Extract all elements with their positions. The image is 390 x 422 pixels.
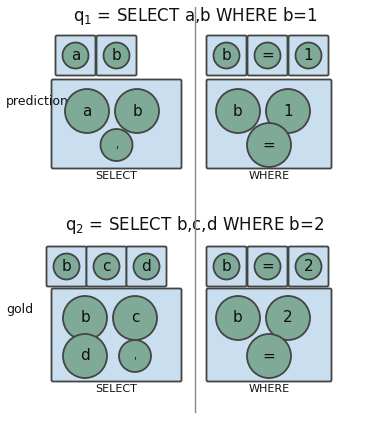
Circle shape [119,340,151,372]
Text: d: d [142,259,151,274]
Text: prediction: prediction [6,95,69,108]
Circle shape [213,254,239,279]
Circle shape [255,254,280,279]
Text: b: b [80,311,90,325]
FancyBboxPatch shape [126,246,167,287]
Circle shape [101,129,133,161]
Text: b: b [222,259,231,274]
Text: =: = [261,48,274,63]
FancyBboxPatch shape [289,35,328,76]
Text: b: b [112,48,121,63]
Text: a: a [82,103,92,119]
FancyBboxPatch shape [51,289,181,381]
Text: gold: gold [6,303,33,316]
Text: c: c [131,311,139,325]
Circle shape [63,334,107,378]
Circle shape [62,43,89,68]
FancyBboxPatch shape [46,246,87,287]
Circle shape [255,43,280,68]
Text: b: b [233,311,243,325]
Text: b: b [132,103,142,119]
Circle shape [296,254,321,279]
Circle shape [133,254,160,279]
Text: c: c [102,259,111,274]
Text: =: = [262,138,275,152]
Circle shape [247,334,291,378]
Text: SELECT: SELECT [96,171,137,181]
Text: b: b [62,259,71,274]
Text: SELECT: SELECT [96,384,137,394]
Text: 2: 2 [283,311,293,325]
FancyBboxPatch shape [55,35,96,76]
Circle shape [296,43,321,68]
FancyBboxPatch shape [248,35,287,76]
Text: 1: 1 [283,103,293,119]
Circle shape [216,89,260,133]
Text: =: = [262,349,275,363]
Text: q$_1$ = SELECT a,b WHERE b=1: q$_1$ = SELECT a,b WHERE b=1 [73,5,317,27]
Text: d: d [80,349,90,363]
Circle shape [94,254,119,279]
FancyBboxPatch shape [51,79,181,168]
FancyBboxPatch shape [206,246,246,287]
Circle shape [63,296,107,340]
Text: b: b [233,103,243,119]
Text: a: a [71,48,80,63]
Text: WHERE: WHERE [248,384,289,394]
Text: q$_2$ = SELECT b,c,d WHERE b=2: q$_2$ = SELECT b,c,d WHERE b=2 [65,214,325,236]
Circle shape [113,296,157,340]
Circle shape [115,89,159,133]
Circle shape [65,89,109,133]
Text: ,: , [133,351,136,361]
Text: =: = [261,259,274,274]
Circle shape [266,89,310,133]
Text: b: b [222,48,231,63]
Text: WHERE: WHERE [248,171,289,181]
Circle shape [247,123,291,167]
FancyBboxPatch shape [206,79,332,168]
Text: 1: 1 [304,48,313,63]
Circle shape [266,296,310,340]
FancyBboxPatch shape [289,246,328,287]
Text: ,: , [115,140,118,150]
FancyBboxPatch shape [96,35,136,76]
Circle shape [216,296,260,340]
FancyBboxPatch shape [248,246,287,287]
FancyBboxPatch shape [206,289,332,381]
Circle shape [103,43,129,68]
Circle shape [213,43,239,68]
Text: 2: 2 [304,259,313,274]
FancyBboxPatch shape [206,35,246,76]
FancyBboxPatch shape [87,246,126,287]
Circle shape [53,254,80,279]
